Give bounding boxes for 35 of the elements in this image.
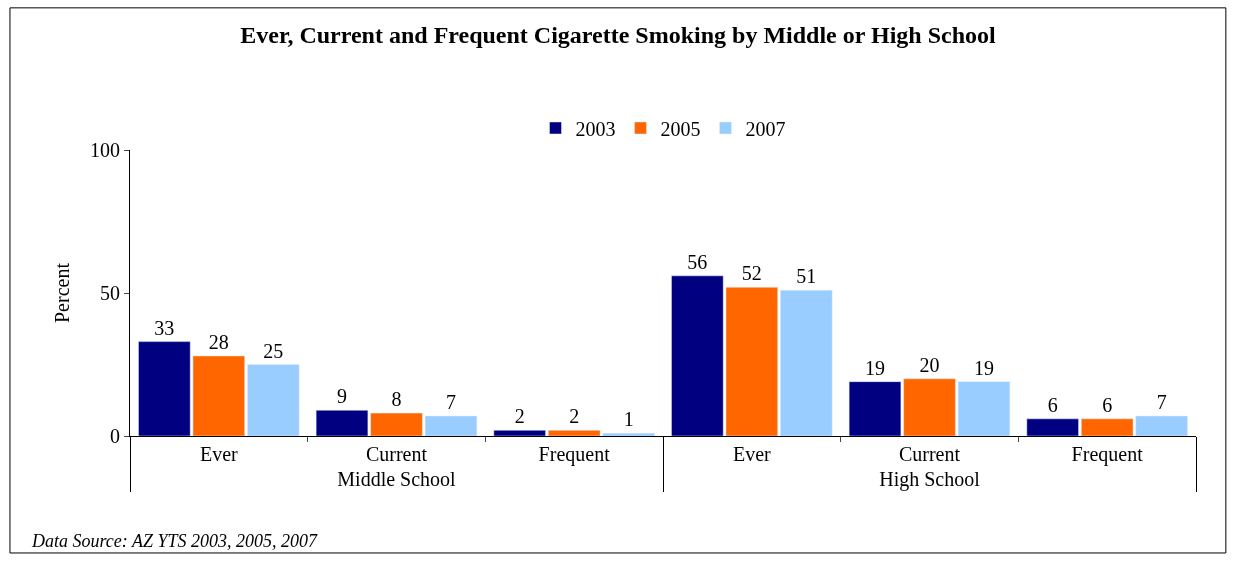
data-label: 19: [865, 356, 886, 379]
y-tick-label: 100: [90, 139, 120, 161]
data-label: 2: [514, 405, 525, 428]
data-label: 19: [973, 356, 994, 379]
text: Middle School: [337, 468, 457, 490]
y-tick-label: 50: [100, 282, 120, 304]
x-tick-label: Current: [898, 443, 961, 465]
x-tick-label: Frequent: [538, 443, 611, 466]
x-tick-label: Current: [365, 443, 428, 465]
legend-label: 2003: [575, 117, 616, 140]
data-label: 7: [445, 390, 456, 413]
x-tick-label: Ever: [732, 443, 772, 465]
data-label: 51: [796, 265, 817, 288]
data-label: 7: [1156, 390, 1167, 413]
legend-label: 2005: [660, 117, 701, 140]
data-label: 9: [337, 385, 348, 408]
data-label: 52: [741, 262, 762, 285]
text: High School: [879, 468, 981, 491]
data-label: 33: [154, 316, 175, 339]
data-label: 28: [208, 330, 229, 353]
chart-title: Ever, Current and Frequent Cigarette Smoking by Middle or High School: [240, 22, 997, 49]
data-label: 20: [919, 353, 940, 376]
x-tick-label: Frequent: [1071, 443, 1144, 466]
data-label: 1: [623, 408, 634, 431]
x-tick-label: Ever: [199, 443, 239, 465]
data-label: 25: [263, 339, 284, 362]
legend-label: 2007: [745, 117, 786, 140]
source-note: Data Source: AZ YTS 2003, 2005, 2007: [31, 531, 319, 551]
y-axis-title: Percent: [50, 262, 73, 323]
data-label: 56: [687, 250, 708, 273]
data-label: 6: [1102, 393, 1113, 416]
y-tick-label: 0: [110, 425, 120, 447]
data-label: 2: [569, 405, 580, 428]
data-label: 6: [1047, 393, 1058, 416]
data-label: 8: [391, 388, 402, 411]
